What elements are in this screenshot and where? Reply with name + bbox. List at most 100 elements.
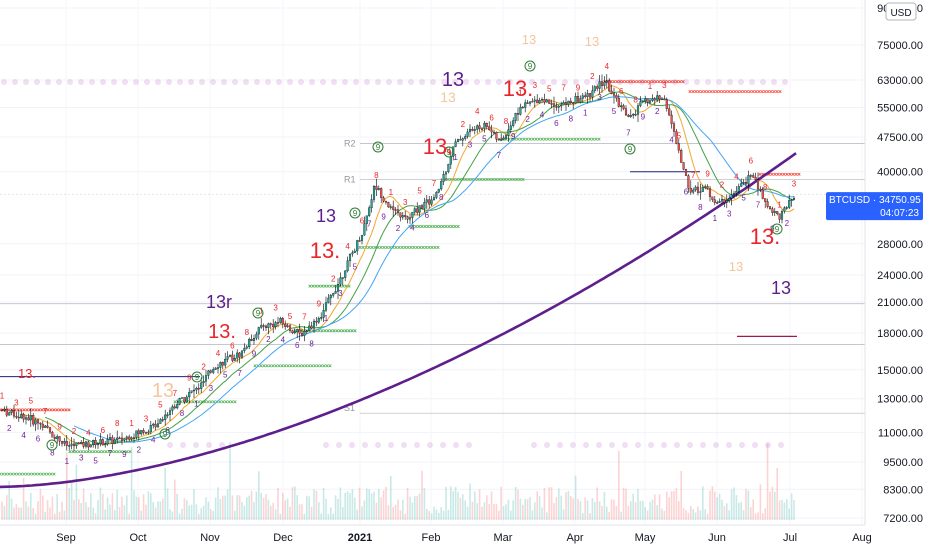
volume-bar — [121, 496, 123, 520]
candle — [682, 162, 685, 171]
candle — [780, 209, 784, 224]
volume-bar — [414, 496, 416, 520]
candle-body — [377, 188, 380, 190]
cross-mark — [543, 137, 547, 141]
candle-body — [440, 181, 443, 190]
candle-body — [183, 397, 186, 403]
cross-mark — [301, 364, 305, 368]
volume-bar — [205, 497, 207, 520]
candle — [639, 96, 642, 108]
volume-bar — [625, 488, 627, 520]
candle-body — [168, 410, 172, 415]
volume-bar — [716, 497, 718, 520]
candle-body — [586, 93, 589, 97]
candle — [596, 84, 599, 92]
candle-body — [447, 163, 450, 173]
grid-lines — [0, 7, 865, 519]
candle — [360, 234, 364, 245]
candle — [430, 196, 433, 207]
signal-dot — [1, 79, 7, 85]
candle — [372, 185, 376, 203]
volume-bar — [34, 513, 37, 520]
volume-bar — [332, 513, 334, 520]
price-axis[interactable]: 90000.0075000.0063000.0055000.0047500.00… — [864, 0, 923, 525]
volume-bar — [351, 489, 354, 520]
candle-body — [250, 339, 253, 341]
volume-bar — [426, 508, 428, 520]
volume-bar — [618, 450, 620, 520]
volume-bar — [214, 497, 217, 520]
volume-bar — [342, 507, 344, 520]
cross-mark — [630, 80, 634, 84]
volume-bar — [462, 494, 464, 520]
cross-mark — [332, 284, 336, 288]
candle — [101, 438, 104, 446]
candle — [53, 434, 56, 442]
candle-body — [425, 199, 428, 203]
candle — [509, 121, 512, 134]
cross-mark — [435, 224, 439, 229]
candle-body — [116, 437, 119, 440]
candle-body — [504, 135, 508, 139]
volume-bar — [224, 495, 226, 520]
volume-bar — [658, 494, 661, 520]
candle-body — [360, 234, 364, 241]
volume-bar — [217, 487, 219, 520]
cross-mark — [727, 89, 731, 94]
cross-line — [0, 472, 56, 476]
candle-body — [668, 108, 671, 116]
cross-mark — [116, 450, 120, 454]
candle-body — [598, 81, 601, 89]
signal-dot — [496, 79, 502, 85]
cross-mark — [552, 137, 556, 141]
volume-bar — [322, 487, 325, 520]
cross-mark — [361, 245, 365, 249]
candle — [543, 93, 546, 105]
candle — [125, 435, 128, 443]
cross-mark — [400, 245, 404, 249]
candle — [718, 198, 721, 204]
volume-bar — [104, 509, 106, 520]
time-axis[interactable]: Sep Oct Nov Dec 2021 Feb Mar Apr May Jun Jul Aug — [0, 524, 872, 544]
candle — [663, 95, 666, 101]
candle — [473, 125, 476, 135]
volume-bar — [706, 513, 709, 520]
candle — [324, 296, 328, 313]
candle — [12, 404, 16, 419]
candle-body — [29, 415, 32, 421]
seq-number: 2 — [331, 275, 336, 284]
candles[interactable] — [0, 74, 796, 452]
seq-number: 1 — [0, 391, 5, 400]
candle-body — [255, 333, 258, 339]
candle-body — [44, 425, 47, 428]
candle — [720, 194, 724, 205]
currency-badge[interactable]: USD — [885, 2, 917, 21]
candle-body — [579, 98, 582, 103]
candle-body — [276, 322, 280, 324]
cross-line — [408, 224, 460, 229]
setup-circle — [524, 60, 536, 72]
candle-body — [348, 253, 352, 261]
candle — [581, 93, 584, 103]
candle-body — [740, 183, 743, 187]
cross-mark — [427, 245, 431, 249]
volume-bar — [378, 488, 380, 520]
cross-mark — [558, 137, 562, 141]
cross-mark — [394, 245, 398, 249]
volume-bar — [553, 502, 555, 520]
seq-number: 3 — [468, 141, 473, 150]
candle — [531, 98, 534, 103]
cross-mark — [128, 450, 132, 454]
candle-body — [528, 101, 532, 104]
signal-dot — [584, 79, 590, 85]
seq-number: 2 — [655, 107, 660, 116]
candle-body — [593, 86, 596, 91]
volume-bar — [10, 498, 13, 520]
candle-body — [694, 186, 697, 191]
candle — [572, 101, 575, 110]
candle — [240, 350, 244, 359]
signal-dot — [683, 79, 689, 85]
candle-body — [202, 380, 205, 384]
